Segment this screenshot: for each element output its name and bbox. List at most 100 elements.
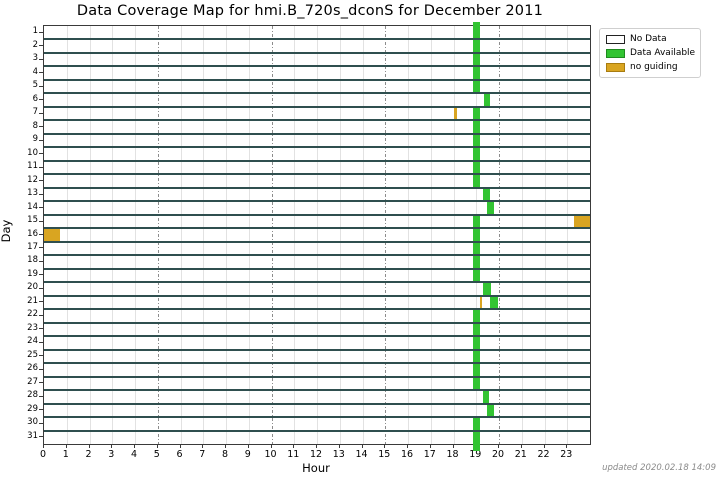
y-tick [39,45,43,47]
coverage-bar-day-9-data [472,133,480,148]
y-tick-label: 24 [27,336,38,347]
coverage-bar-day-10-data [472,147,480,161]
gridline-hour-13 [339,26,341,444]
y-tick-label: 26 [27,363,38,374]
y-tick-label: 20 [27,282,38,293]
no-guiding-swatch-icon [606,62,625,72]
gridline-hour-22 [544,26,546,444]
coverage-bar-day-21-no_guiding [479,295,482,310]
x-tick [247,444,249,448]
x-tick-label: 8 [221,449,229,460]
x-tick-label: 14 [355,449,368,460]
x-tick [293,444,295,448]
y-tick-label: 17 [27,241,38,252]
x-tick-label: 15 [378,449,391,460]
day-row-separator [44,416,590,419]
chart-title: Data Coverage Map for hmi.B_720s_dconS f… [76,3,544,19]
y-tick-label: 25 [27,349,38,360]
y-tick-label: 19 [27,268,38,279]
data-available-swatch-icon [606,48,625,58]
x-tick [316,444,317,448]
x-tick [520,444,522,448]
y-tick-label: 16 [27,228,38,239]
y-tick-label: 5 [32,80,38,91]
x-tick [88,444,90,448]
y-tick [39,301,43,303]
x-tick-label: 9 [244,449,251,460]
y-tick [39,395,43,397]
no-data-swatch-icon [606,34,625,44]
y-tick [39,126,43,128]
gridline-hour-3 [112,26,114,444]
y-tick [39,368,43,370]
y-tick-label: 18 [27,255,38,266]
x-tick-label: 10 [264,449,277,460]
y-tick-label: 9 [32,134,38,145]
x-tick-label: 17 [423,449,436,460]
gridline-hour-1 [66,26,68,444]
legend: No Data Data Available no guiding [599,28,701,78]
day-row-separator [44,213,590,216]
coverage-bar-day-15-data [472,214,480,229]
x-tick [156,444,158,448]
x-tick-label: 2 [85,449,92,460]
x-tick [361,444,363,448]
x-tick-label: 18 [446,449,459,460]
x-tick [202,444,204,448]
day-row-separator [44,159,590,162]
x-tick [566,444,568,448]
y-tick [39,274,43,276]
y-tick-label: 22 [27,309,38,320]
day-row-separator [44,132,590,135]
x-tick-label: 0 [39,449,47,460]
y-tick-label: 2 [32,39,38,50]
x-tick [543,444,545,448]
day-row-separator [44,348,590,351]
coverage-bar-day-1-data [472,22,480,40]
y-tick-label: 30 [27,417,38,428]
x-tick-label: 23 [560,449,573,460]
y-tick [39,314,43,316]
x-tick [270,444,272,448]
y-tick-label: 11 [27,161,38,172]
x-tick [407,444,408,448]
day-row-separator [44,429,590,432]
x-tick-label: 6 [176,449,183,460]
x-tick-label: 20 [491,449,505,460]
y-tick-label: 3 [32,53,38,64]
y-tick [39,328,43,330]
day-row-separator [44,321,590,324]
legend-item-no-guiding: no guiding [606,62,694,72]
x-tick [43,444,44,448]
coverage-bar-day-20-data [483,282,492,296]
day-row-separator [44,254,590,257]
gridline-hour-2 [89,26,91,444]
y-tick-label: 29 [27,403,38,414]
y-tick [39,355,43,357]
x-tick-label: 12 [309,449,323,460]
legend-label: Data Available [630,48,696,58]
day-row-separator [44,105,590,108]
x-tick-label: 19 [469,449,482,460]
x-tick [65,444,67,448]
y-tick [39,31,43,33]
coverage-bar-day-24-data [472,336,480,350]
day-row-separator [44,308,590,311]
coverage-bar-day-16-data [472,228,480,242]
y-tick [39,247,43,249]
gridline-hour-11 [294,26,296,444]
coverage-bar-day-17-data [472,241,480,256]
gridline-hour-21 [521,26,523,444]
y-tick-label: 10 [27,147,38,158]
day-row-separator [44,402,590,405]
y-tick-label: 1 [32,26,38,37]
x-axis-title: Hour [302,461,330,475]
y-tick [39,153,43,155]
x-tick-label: 16 [400,449,414,460]
x-tick [111,444,113,448]
y-tick-label: 6 [32,93,38,104]
day-row-separator [44,38,590,41]
coverage-bar-day-8-data [472,120,480,134]
y-tick [39,287,43,289]
coverage-bar-day-30-data [472,417,480,431]
